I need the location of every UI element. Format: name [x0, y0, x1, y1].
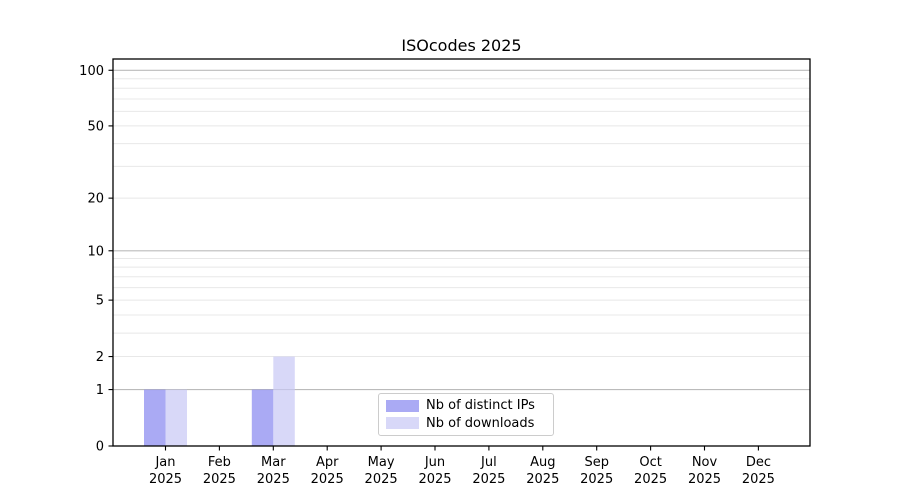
- x-tick-label-month: Aug: [530, 455, 555, 470]
- x-tick-label-month: Apr: [316, 455, 339, 470]
- x-tick-label-year: 2025: [203, 472, 236, 487]
- x-tick-label-year: 2025: [418, 472, 451, 487]
- y-tick-label: 1: [96, 383, 104, 398]
- y-tick-label: 10: [87, 244, 104, 259]
- x-tick-label-month: Dec: [746, 455, 771, 470]
- x-tick-label-month: Oct: [639, 455, 661, 470]
- y-tick-label: 0: [96, 440, 104, 455]
- x-tick-label-year: 2025: [580, 472, 613, 487]
- legend-item-distinct-ips: Nb of distinct IPs: [386, 397, 547, 414]
- y-tick-label: 20: [87, 192, 104, 207]
- y-tick-label: 100: [79, 64, 104, 79]
- chart-title: ISOcodes 2025: [401, 36, 522, 55]
- x-tick-label-month: Mar: [261, 455, 286, 470]
- x-tick-label-month: Jul: [480, 455, 497, 470]
- x-tick-label-year: 2025: [311, 472, 344, 487]
- legend-swatch-downloads: [386, 417, 419, 430]
- x-tick-label-year: 2025: [472, 472, 505, 487]
- y-tick-label: 50: [87, 119, 104, 134]
- legend-swatch-distinct-ips: [386, 399, 419, 412]
- legend-box: Nb of distinct IPs Nb of downloads: [378, 393, 554, 436]
- x-tick-label-month: Sep: [584, 455, 609, 470]
- bar-distinct-ips-jan: [144, 389, 166, 446]
- x-tick-label-month: Feb: [208, 455, 231, 470]
- legend-item-downloads: Nb of downloads: [386, 415, 547, 432]
- x-tick-label-month: Jan: [154, 455, 175, 470]
- x-tick-label-month: Nov: [692, 455, 718, 470]
- x-tick-label-year: 2025: [257, 472, 290, 487]
- y-tick-label: 2: [96, 350, 104, 365]
- x-tick-label-year: 2025: [688, 472, 721, 487]
- bar-downloads-jan: [165, 389, 187, 446]
- x-tick-label-year: 2025: [365, 472, 398, 487]
- x-tick-label-month: May: [368, 455, 395, 470]
- bar-distinct-ips-mar: [251, 389, 274, 446]
- x-tick-label-month: Jun: [424, 455, 445, 470]
- x-tick-label-year: 2025: [526, 472, 559, 487]
- bar-downloads-mar: [273, 356, 295, 446]
- legend-label-distinct-ips: Nb of distinct IPs: [426, 398, 535, 414]
- x-tick-label-year: 2025: [149, 472, 182, 487]
- y-tick-label: 5: [96, 294, 104, 309]
- plot-frame: [112, 58, 811, 447]
- x-tick-label-year: 2025: [742, 472, 775, 487]
- x-tick-label-year: 2025: [634, 472, 667, 487]
- legend-label-downloads: Nb of downloads: [426, 415, 535, 431]
